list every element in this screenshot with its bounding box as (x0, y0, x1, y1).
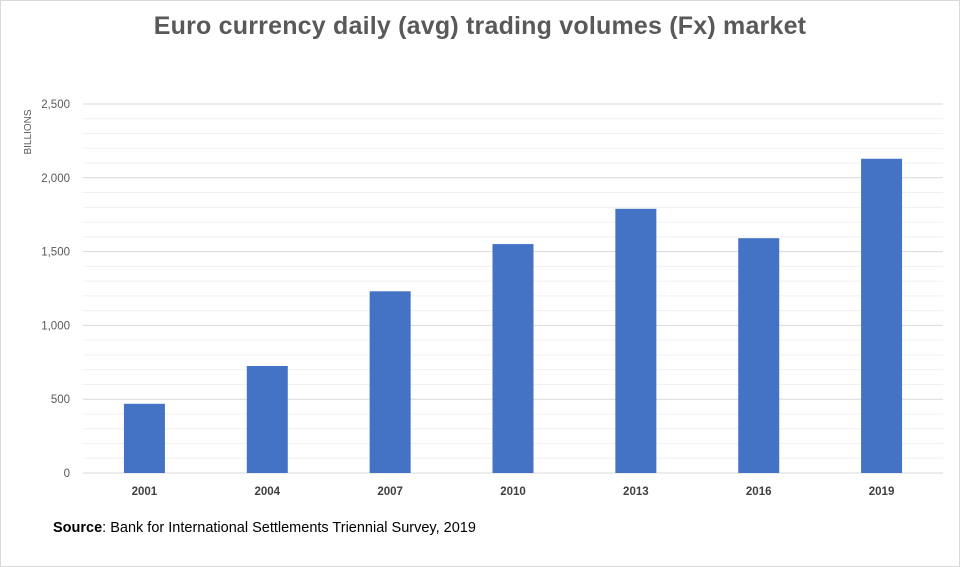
x-tick-labels: 2001 2004 2007 2010 2013 2016 2019 (132, 486, 895, 498)
bars (123, 158, 903, 474)
x-tick-label: 2007 (377, 486, 403, 498)
x-tick-label: 2019 (869, 486, 895, 498)
x-tick-label: 2013 (623, 486, 649, 498)
y-tick-label: 0 (64, 468, 70, 480)
bar-2007 (369, 291, 411, 473)
bar-2001 (123, 403, 165, 473)
source-text: : Bank for International Settlements Tri… (102, 520, 476, 536)
x-tick-label: 2004 (254, 486, 280, 498)
y-tick-label: 1,500 (41, 247, 70, 259)
y-tick-labels: 0 500 1,000 1,500 2,000 2,500 (41, 99, 70, 480)
bar-2013 (615, 208, 657, 473)
y-tick-label: 2,500 (41, 99, 70, 111)
chart-title: Euro currency daily (avg) trading volume… (153, 12, 807, 40)
source-label: Source (53, 520, 103, 536)
y-tick-label: 2,000 (41, 173, 70, 185)
bar-2019 (861, 158, 903, 474)
y-tick-label: 500 (51, 394, 70, 406)
source-note: Source: Bank for International Settlemen… (53, 520, 476, 536)
x-tick-label: 2016 (746, 486, 772, 498)
y-tick-label: 1,000 (41, 320, 70, 332)
x-tick-label: 2001 (132, 486, 158, 498)
bar-2016 (738, 238, 780, 473)
y-axis-label: BILLIONS (23, 109, 34, 154)
bar-2010 (492, 244, 534, 473)
x-tick-label: 2010 (500, 486, 526, 498)
bar-2004 (246, 365, 288, 473)
